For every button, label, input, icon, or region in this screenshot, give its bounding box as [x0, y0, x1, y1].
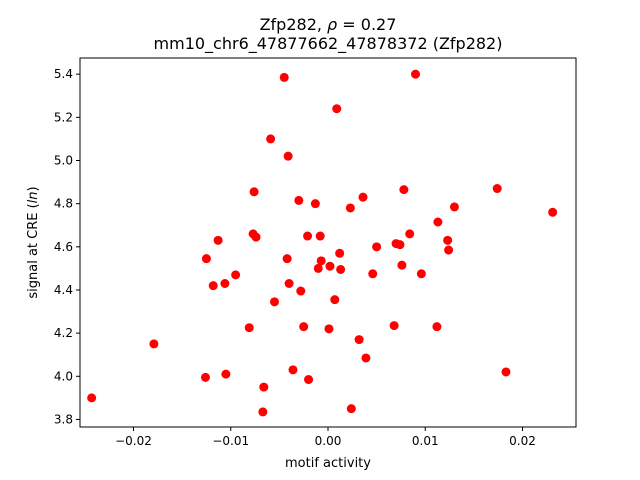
data-point-45	[389, 321, 399, 331]
data-point-10	[244, 323, 254, 333]
y-tick-label: 4.6	[54, 240, 73, 254]
x-tick-label: 0.00	[315, 434, 342, 448]
data-point-30	[315, 231, 325, 241]
data-point-9	[231, 270, 241, 280]
data-point-24	[296, 286, 306, 296]
data-point-40	[354, 335, 364, 345]
data-point-37	[336, 264, 346, 274]
data-point-2	[149, 339, 159, 349]
data-point-49	[399, 185, 409, 195]
data-point-41	[358, 192, 368, 202]
y-tick-label: 5.2	[54, 110, 73, 124]
data-point-26	[303, 231, 313, 241]
data-point-47	[395, 240, 405, 250]
data-point-36	[335, 248, 345, 258]
data-point-50	[405, 229, 415, 239]
data-point-20	[283, 151, 293, 161]
y-tick-label: 4.2	[54, 326, 73, 340]
data-point-15	[259, 382, 269, 392]
x-tick-label: 0.01	[412, 434, 439, 448]
data-point-16	[266, 134, 276, 144]
data-point-7	[220, 279, 230, 288]
data-point-29	[313, 263, 323, 273]
data-point-58	[492, 184, 502, 194]
data-point-43	[368, 269, 378, 279]
data-point-8	[221, 369, 231, 379]
data-point-53	[432, 322, 442, 332]
data-point-44	[372, 242, 382, 252]
y-tick-label: 5.0	[54, 154, 73, 168]
data-point-17	[270, 297, 280, 307]
data-point-48	[397, 260, 407, 270]
data-point-34	[330, 295, 340, 305]
data-point-51	[411, 69, 421, 79]
data-point-57	[449, 202, 459, 212]
data-point-54	[433, 217, 443, 227]
x-tick-label: 0.02	[509, 434, 536, 448]
data-point-32	[324, 324, 334, 334]
data-point-13	[251, 232, 261, 242]
data-point-35	[332, 104, 342, 114]
data-point-23	[294, 195, 304, 205]
data-point-3	[200, 372, 210, 382]
y-tick-label: 4.4	[54, 283, 73, 297]
data-point-59	[501, 367, 511, 377]
data-point-33	[325, 261, 335, 271]
data-point-18	[279, 72, 289, 82]
y-tick-label: 4.8	[54, 197, 73, 211]
data-point-22	[288, 365, 298, 375]
data-point-19	[282, 254, 292, 264]
chart-title-line2: mm10_chr6_47877662_47878372 (Zfp282)	[154, 34, 503, 54]
data-point-4	[201, 254, 211, 264]
plot-area-frame	[79, 57, 577, 428]
data-point-31	[316, 256, 326, 266]
y-tick-label: 4.0	[54, 369, 73, 383]
data-point-39	[346, 404, 356, 414]
data-point-5	[208, 281, 218, 291]
y-tick-label: 5.4	[54, 67, 73, 81]
data-point-38	[345, 203, 355, 213]
data-point-12	[249, 187, 259, 197]
y-tick-label: 3.8	[54, 412, 73, 426]
data-point-28	[310, 199, 320, 209]
data-point-27	[304, 375, 314, 385]
data-points	[87, 69, 558, 417]
y-axis-label: signal at CRE (ln)	[26, 186, 41, 298]
chart-title-line1: Zfp282, ρ = 0.27	[260, 15, 397, 34]
data-point-21	[284, 279, 294, 288]
x-axis-ticks: −0.02 −0.01 0.00 0.01 0.02	[115, 427, 536, 448]
data-point-52	[416, 269, 426, 279]
data-point-6	[213, 235, 223, 245]
data-point-60	[548, 207, 558, 217]
x-axis-label: motif activity	[285, 456, 371, 471]
data-point-56	[444, 245, 454, 255]
data-point-25	[299, 322, 309, 332]
x-tick-label: −0.02	[115, 434, 152, 448]
y-axis-ticks: 3.8 4.0 4.2 4.4 4.6 4.8 5.0 5.2 5.4	[54, 67, 80, 426]
data-point-1	[87, 393, 97, 403]
data-point-14	[258, 407, 268, 417]
x-tick-label: −0.01	[212, 434, 249, 448]
data-point-42	[361, 353, 371, 363]
data-point-55	[443, 235, 453, 245]
